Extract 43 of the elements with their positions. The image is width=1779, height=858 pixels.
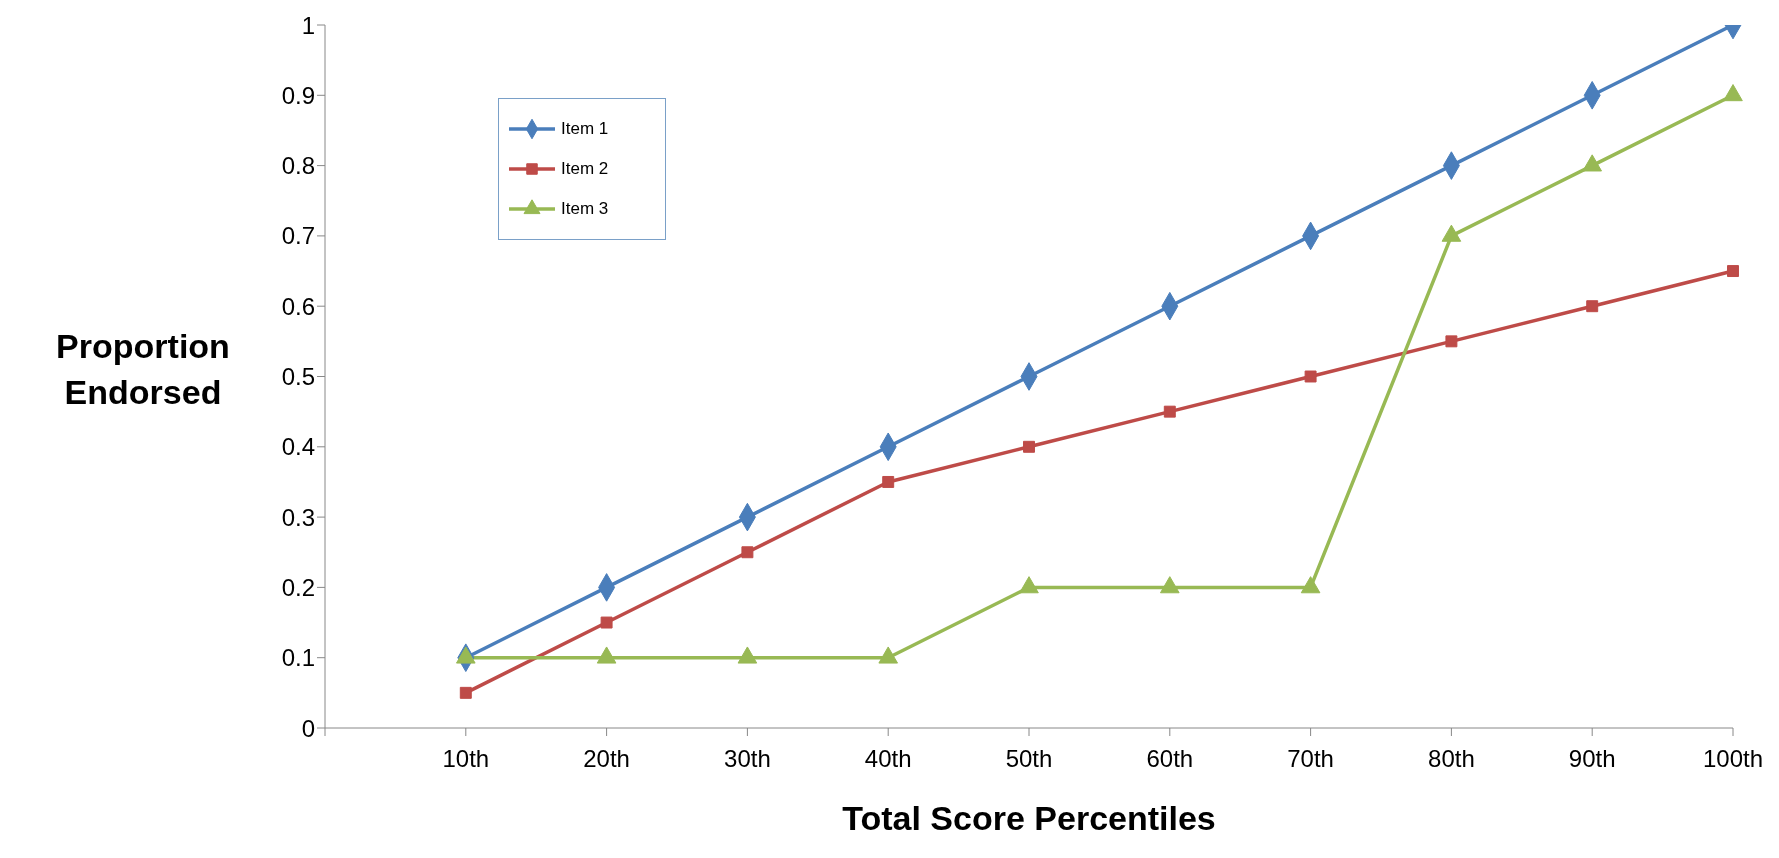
y-tick-label: 0.2 — [281, 573, 315, 601]
x-tick-label: 60th — [1146, 745, 1194, 773]
point — [600, 616, 613, 629]
x-tick-label: 10th — [442, 745, 490, 773]
point — [737, 646, 758, 664]
point — [1586, 300, 1599, 313]
point — [1304, 370, 1317, 383]
y-tick-label: 0.8 — [281, 152, 315, 180]
y-tick-label: 0.7 — [281, 222, 315, 250]
point — [1445, 335, 1458, 348]
point — [741, 546, 754, 559]
y-tick-label: 1 — [301, 11, 315, 39]
y-tick-label: 0.3 — [281, 503, 315, 531]
point — [878, 646, 899, 664]
legend-label: Item 1 — [561, 119, 609, 139]
x-tick-label: 30th — [724, 745, 771, 773]
point — [459, 686, 472, 699]
x-tick-label: 40th — [864, 745, 912, 773]
point — [1023, 440, 1035, 453]
legend-label: Item 3 — [561, 199, 609, 219]
y-tick-label: 0.6 — [281, 292, 315, 320]
point — [1019, 576, 1039, 594]
y-tick-label: 0.4 — [281, 433, 315, 461]
x-tick-label: 100th — [1702, 745, 1764, 773]
point — [1163, 405, 1176, 418]
x-axis-title: Total Score Percentiles — [842, 799, 1216, 837]
point — [1159, 576, 1180, 594]
point — [1727, 265, 1739, 278]
y-axis-title: Proportion Endorsed — [55, 326, 231, 413]
point — [455, 646, 476, 664]
point — [596, 646, 617, 664]
legend-label: Item 2 — [561, 159, 609, 179]
point — [882, 475, 895, 488]
y-tick-label: 0.5 — [281, 363, 315, 391]
y-tick-label: 0.9 — [281, 81, 315, 109]
x-tick-label: 50th — [1005, 745, 1053, 773]
x-tick-label: 20th — [583, 745, 630, 773]
point — [1300, 576, 1321, 594]
y-tick-label: 0 — [301, 714, 315, 742]
x-tick-label: 90th — [1568, 745, 1616, 773]
x-tick-label: 70th — [1287, 745, 1334, 773]
x-tick-label: 80th — [1428, 745, 1475, 773]
y-tick-label: 0.1 — [281, 644, 315, 672]
